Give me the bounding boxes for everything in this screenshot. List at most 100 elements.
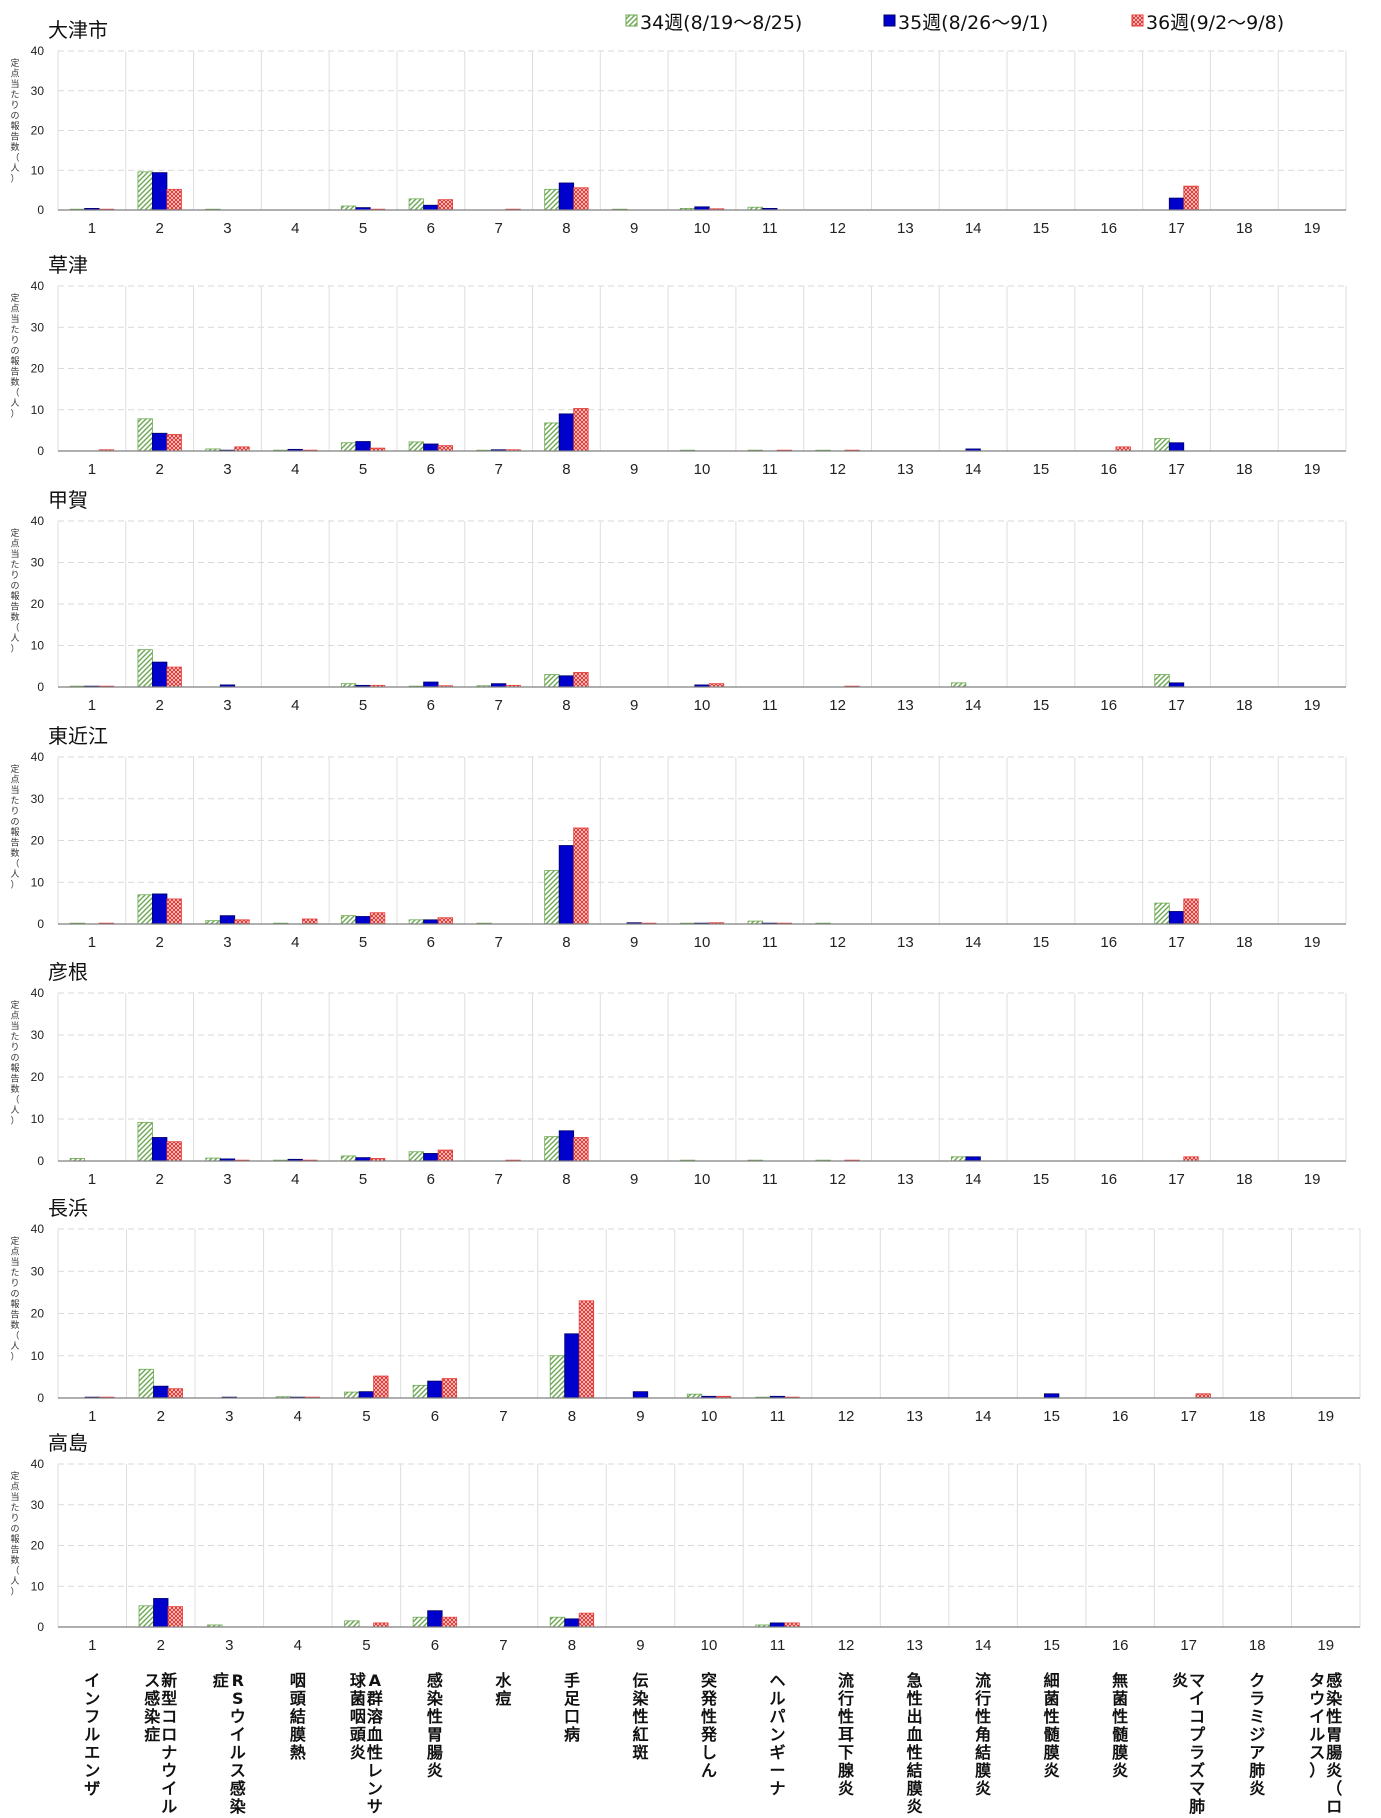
x-tick-label: 11 — [762, 461, 778, 478]
bar — [573, 827, 589, 925]
bar — [784, 1622, 800, 1628]
disease-name: 水痘 — [495, 1671, 512, 1708]
bar — [137, 171, 153, 211]
y-tick-label: 30 — [31, 84, 45, 98]
disease-name: マイコプラズマ肺炎 — [1172, 1671, 1206, 1816]
x-tick-label: 3 — [223, 1171, 231, 1188]
x-tick-label: 13 — [897, 220, 914, 237]
x-tick-label: 13 — [906, 1637, 923, 1654]
y-axis-label: 定点当たりの報告数（人） — [10, 763, 19, 891]
x-tick-label: 7 — [499, 1637, 507, 1654]
panel-title: 大津市 — [48, 18, 108, 42]
x-tick-label: 2 — [156, 934, 164, 951]
x-tick-label: 6 — [427, 461, 435, 478]
x-tick-label: 10 — [701, 1408, 718, 1425]
bar — [137, 418, 153, 452]
x-tick-label: 14 — [965, 934, 982, 951]
bar — [544, 674, 560, 688]
x-tick-label: 14 — [965, 461, 982, 478]
x-tick-label: 18 — [1236, 220, 1253, 237]
x-tick-label: 6 — [427, 934, 435, 951]
y-tick-label: 10 — [31, 875, 45, 889]
x-tick-label: 17 — [1168, 1171, 1185, 1188]
y-tick-label: 20 — [31, 1539, 45, 1553]
x-tick-label: 10 — [694, 461, 711, 478]
y-axis-label: 定点当たりの報告数（人） — [10, 57, 19, 185]
disease-name: ヘルパンギーナ — [770, 1671, 786, 1798]
x-tick-label: 12 — [838, 1637, 855, 1654]
x-tick-label: 12 — [829, 461, 846, 478]
x-tick-label: 17 — [1168, 934, 1185, 951]
x-tick-label: 12 — [829, 1171, 846, 1188]
x-tick-label: 1 — [88, 461, 96, 478]
disease-name: 新型コロナウイルス感染症 — [143, 1671, 177, 1816]
x-tick-label: 14 — [965, 697, 982, 714]
bar — [302, 918, 318, 925]
x-tick-label: 7 — [494, 461, 502, 478]
disease-name: 流行性角結膜炎 — [974, 1671, 991, 1798]
disease-name: 無菌性髄膜炎 — [1112, 1671, 1128, 1780]
x-tick-label: 4 — [291, 461, 299, 478]
x-tick-label: 14 — [965, 1171, 982, 1188]
y-tick-label: 0 — [37, 917, 44, 931]
x-tick-label: 4 — [291, 1171, 299, 1188]
bar — [1154, 438, 1170, 452]
x-tick-label: 10 — [701, 1637, 718, 1654]
bar — [358, 1391, 375, 1399]
bar — [437, 445, 453, 452]
x-tick-label: 1 — [88, 1408, 96, 1425]
x-tick-label: 4 — [291, 934, 299, 951]
bar — [437, 199, 453, 211]
bar — [340, 915, 357, 925]
y-tick-label: 40 — [31, 986, 45, 1000]
x-tick-label: 16 — [1100, 697, 1117, 714]
y-tick-label: 20 — [31, 1070, 45, 1084]
x-tick-label: 18 — [1249, 1637, 1266, 1654]
x-tick-label: 7 — [494, 220, 502, 237]
x-tick-label: 2 — [156, 1171, 164, 1188]
bar — [138, 1605, 154, 1628]
disease-name: 細菌性髄膜炎 — [1044, 1671, 1060, 1780]
bar — [152, 893, 168, 925]
x-tick-label: 14 — [975, 1637, 992, 1654]
x-tick-label: 19 — [1304, 934, 1321, 951]
x-tick-label: 17 — [1168, 220, 1185, 237]
bar — [564, 1333, 580, 1399]
x-tick-label: 9 — [630, 220, 638, 237]
bar — [769, 1622, 786, 1628]
x-tick-label: 6 — [427, 1171, 435, 1188]
x-tick-label: 10 — [694, 220, 711, 237]
legend-swatch — [883, 14, 896, 27]
bar — [632, 1391, 649, 1399]
bar — [427, 1380, 443, 1399]
panel-title: 草津 — [48, 253, 88, 277]
x-tick-label: 7 — [494, 1171, 502, 1188]
bar — [423, 681, 439, 688]
x-tick-label: 4 — [294, 1408, 302, 1425]
x-tick-label: 5 — [359, 697, 367, 714]
bar — [573, 1137, 589, 1162]
y-axis-label: 定点当たりの報告数（人） — [10, 1470, 19, 1598]
x-tick-label: 8 — [568, 1637, 576, 1654]
x-tick-label: 9 — [630, 697, 638, 714]
bar — [578, 1300, 595, 1399]
bar — [549, 1616, 566, 1628]
bar — [412, 1384, 429, 1399]
x-tick-label: 17 — [1168, 697, 1185, 714]
bar — [951, 1156, 967, 1162]
y-tick-label: 20 — [31, 1307, 45, 1321]
legend-swatch — [625, 14, 638, 27]
bar — [219, 915, 236, 925]
x-tick-label: 1 — [88, 934, 96, 951]
x-tick-label: 18 — [1236, 934, 1253, 951]
x-tick-label: 16 — [1112, 1408, 1129, 1425]
disease-name-row: インフルエンザ 新型コロナウイルス感染症 R S ウイルス感染症 咽頭結膜熱 A 群溶血性レン… — [84, 1671, 1343, 1816]
bar — [152, 1137, 168, 1162]
bar — [166, 1141, 182, 1162]
y-tick-label: 20 — [31, 362, 45, 376]
y-tick-label: 20 — [31, 834, 45, 848]
